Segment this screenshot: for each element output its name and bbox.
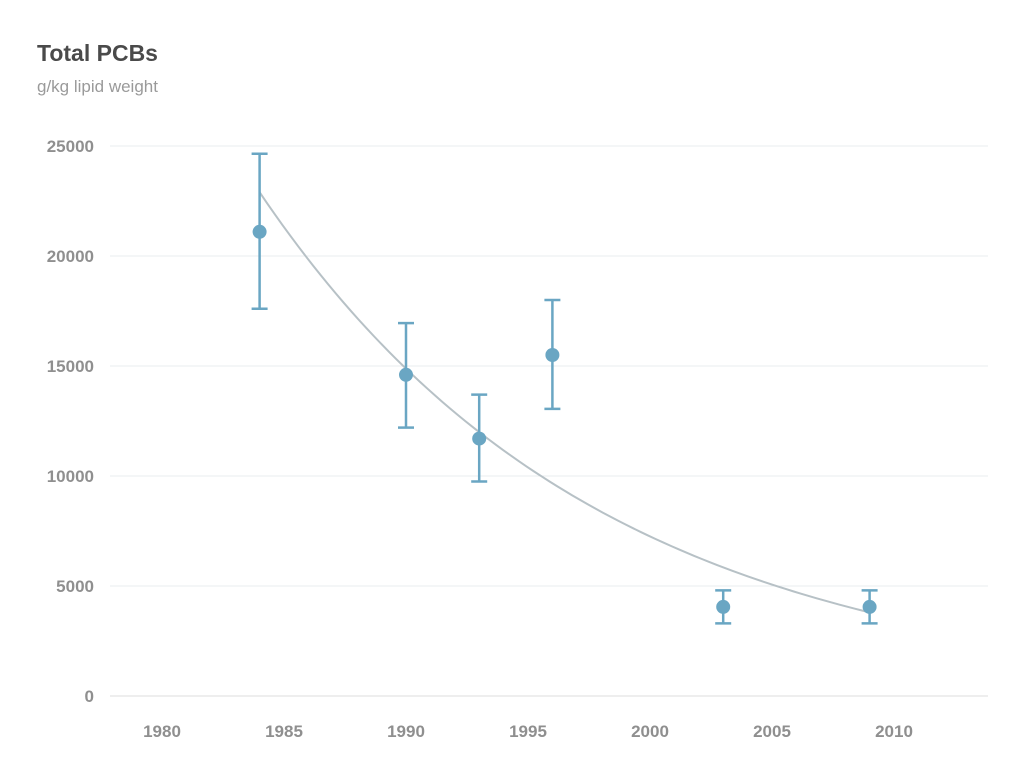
- data-point-group: [471, 393, 488, 483]
- data-point-group: [715, 589, 732, 625]
- x-tick-label: 2000: [631, 722, 669, 741]
- x-tick-label: 1995: [509, 722, 547, 741]
- y-tick-label: 0: [85, 687, 94, 706]
- data-point-group: [544, 298, 561, 411]
- chart-title: Total PCBs: [37, 40, 158, 66]
- y-tick-label: 10000: [47, 467, 94, 486]
- data-point-group: [251, 152, 268, 311]
- data-point: [399, 367, 413, 382]
- data-point: [716, 599, 731, 614]
- grid-lines: [110, 145, 988, 697]
- data-point: [472, 431, 487, 446]
- data-point: [545, 348, 560, 362]
- x-tick-label: 1990: [387, 722, 425, 741]
- data-point-group: [398, 321, 414, 429]
- data-point: [862, 599, 877, 614]
- data-point: [252, 224, 267, 239]
- x-tick-label: 2010: [875, 722, 913, 741]
- y-tick-label: 15000: [47, 357, 94, 376]
- data-points-layer: [251, 152, 878, 625]
- axis-labels: 0 5000 10000 15000 20000 25000 1980 1985 1990 199…: [47, 137, 913, 741]
- trend-curve: [258, 191, 870, 614]
- y-tick-label: 5000: [56, 577, 94, 596]
- x-tick-label: 1980: [143, 722, 181, 741]
- trend-curve-layer: [258, 191, 870, 614]
- data-point-group: [861, 589, 878, 625]
- y-tick-label: 25000: [47, 137, 94, 156]
- chart-subtitle: g/kg lipid weight: [37, 77, 158, 96]
- x-tick-label: 1985: [265, 722, 303, 741]
- y-tick-label: 20000: [47, 247, 94, 266]
- x-tick-label: 2005: [753, 722, 791, 741]
